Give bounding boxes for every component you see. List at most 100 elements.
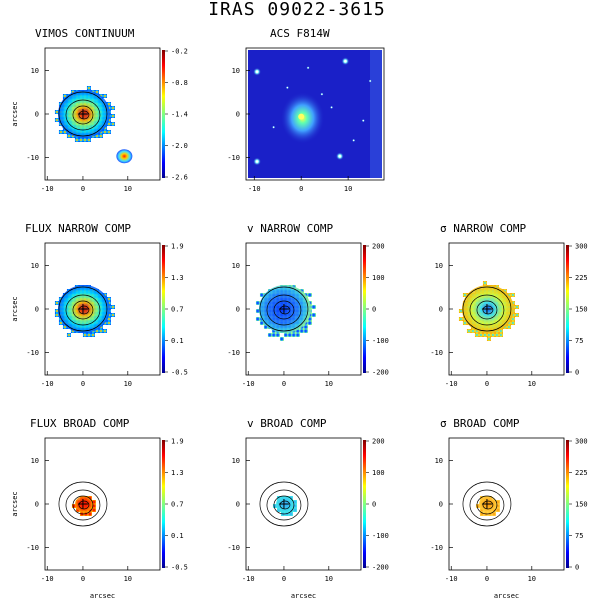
- map-pixel: [272, 504, 277, 508]
- colorbar-label: 75: [575, 337, 583, 345]
- contour-inner: [476, 495, 498, 515]
- colorbar-label: 1.9: [171, 243, 184, 251]
- colorbar-label: 0.1: [171, 337, 184, 345]
- contour-mid: [65, 489, 101, 521]
- x-tick-label: 10: [528, 380, 536, 388]
- panel-map: [458, 281, 519, 341]
- x-tick-label: 10: [124, 380, 132, 388]
- contour-outer: [259, 286, 309, 332]
- colorbar-label: 300: [575, 438, 588, 446]
- map-pixel: [307, 317, 312, 321]
- map-pixel: [475, 504, 480, 508]
- contour-outer: [462, 481, 512, 527]
- map-pixel: [276, 496, 281, 500]
- map-pixel: [255, 301, 260, 305]
- contour-mid: [266, 294, 302, 326]
- panel-v-broad: v BROAD COMP-10 0 10100-10arcsec2001000-10…: [227, 417, 389, 600]
- panel-map: [248, 50, 382, 178]
- colorbar-label: 200: [372, 243, 385, 251]
- contour-inner: [72, 105, 94, 125]
- map-pixel: [82, 333, 87, 337]
- colorbar-label: 0.7: [171, 501, 184, 509]
- y-tick-label: 0: [35, 306, 39, 314]
- map-pixel: [283, 333, 288, 337]
- map-pixel: [284, 512, 289, 516]
- colorbar-label: 0: [372, 501, 376, 509]
- map-pixel: [259, 321, 264, 325]
- x-axis-label: arcsec: [291, 592, 316, 600]
- map-pixel: [495, 500, 500, 504]
- map-pixel: [491, 512, 496, 516]
- map-pixel: [458, 317, 463, 321]
- star-core: [307, 67, 309, 69]
- x-tick-label: 0: [485, 575, 489, 583]
- x-tick-label: -10: [242, 575, 255, 583]
- x-tick-label: -10: [248, 185, 261, 193]
- map-pixel: [482, 333, 487, 337]
- map-pixel: [71, 504, 76, 508]
- map-pixel: [303, 325, 308, 329]
- colorbar-label: -200: [372, 564, 389, 572]
- contour-inner: [72, 300, 94, 320]
- contour-outer: [259, 481, 309, 527]
- panel-grid: VIMOS CONTINUUM-10 0 10100-10arcsec-0.2-0.…: [11, 27, 588, 600]
- y-axis-label: arcsec: [11, 491, 19, 516]
- x-tick-label: 10: [124, 185, 132, 193]
- y-tick-label: -10: [227, 349, 240, 357]
- map-pixel: [110, 313, 115, 317]
- x-tick-label: 10: [325, 575, 333, 583]
- y-tick-label: -10: [26, 349, 39, 357]
- contour-core: [78, 110, 90, 120]
- colorbar-label: -1.4: [171, 111, 188, 119]
- x-tick-label: 10: [325, 380, 333, 388]
- panel-title: FLUX NARROW COMP: [25, 222, 131, 235]
- map-pixel: [510, 293, 515, 297]
- y-tick-label: 10: [232, 262, 240, 270]
- contours: [58, 286, 108, 332]
- map-pixel: [86, 138, 91, 142]
- contours: [58, 481, 108, 527]
- colorbar-label: -100: [372, 337, 389, 345]
- colorbar-label: 225: [575, 469, 588, 477]
- map-pixel: [462, 293, 467, 297]
- map-pixel: [514, 305, 519, 309]
- x-tick-label: -10: [445, 575, 458, 583]
- star-core: [344, 60, 347, 63]
- map-pixel: [482, 281, 487, 285]
- map-pixel: [474, 329, 479, 333]
- panel-title: σ NARROW COMP: [440, 222, 526, 235]
- map-pixel: [491, 508, 496, 512]
- colorbar-label: 225: [575, 274, 588, 282]
- x-tick-label: -10: [242, 380, 255, 388]
- colorbar-label: 0: [575, 369, 579, 377]
- map-pixel: [106, 317, 111, 321]
- contours: [462, 286, 512, 332]
- y-tick-label: 10: [31, 67, 39, 75]
- contour-core: [482, 500, 494, 510]
- map-pixel: [307, 293, 312, 297]
- colorbar-label: 1.9: [171, 438, 184, 446]
- map-pixel: [82, 138, 87, 142]
- y-tick-label: 0: [35, 111, 39, 119]
- contours: [259, 286, 309, 332]
- map-pixel: [62, 130, 67, 134]
- contour-outer: [58, 91, 108, 137]
- map-pixel: [494, 333, 499, 337]
- panel-vimos-continuum: VIMOS CONTINUUM -10 0 10 10 0 -10 arcsec -0.2 -0.…: [11, 27, 188, 193]
- map-pixel: [54, 301, 59, 305]
- map-pixel: [479, 508, 484, 512]
- map-pixel: [495, 504, 500, 508]
- map-pixel: [292, 500, 297, 504]
- star-core: [362, 120, 364, 122]
- map-pixel: [87, 512, 92, 516]
- colorbar: [566, 245, 569, 373]
- colorbar-label: -0.8: [171, 79, 188, 87]
- x-tick-label: -10: [41, 575, 54, 583]
- y-axis-label: arcsec: [11, 296, 19, 321]
- map-pixel: [58, 321, 63, 325]
- x-tick-label: 0: [282, 575, 286, 583]
- galaxy-core: [298, 113, 305, 120]
- map-pixel: [295, 329, 300, 333]
- map-pixel: [75, 508, 80, 512]
- map-pixel: [299, 329, 304, 333]
